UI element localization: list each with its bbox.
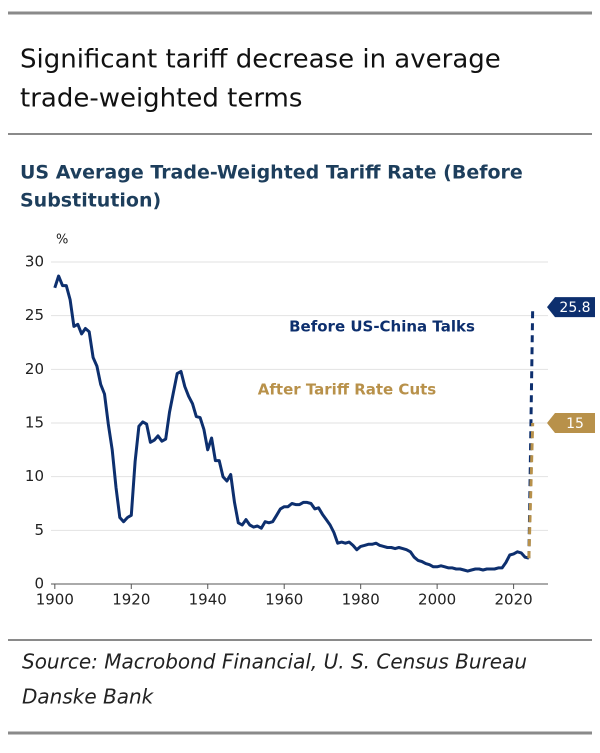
value-label-box bbox=[547, 297, 595, 318]
chart-title: US Average Trade-Weighted Tariff Rate (B… bbox=[20, 162, 523, 184]
page-title: trade-weighted terms bbox=[20, 84, 302, 114]
y-tick-label: 15 bbox=[25, 414, 44, 432]
x-tick-label: 2000 bbox=[418, 591, 456, 609]
chart-title: Substitution) bbox=[20, 190, 161, 212]
page-title: Significant tariff decrease in average bbox=[20, 45, 501, 75]
source: Source: Macrobond Financial, U. S. Censu… bbox=[22, 650, 527, 674]
y-tick-label: 25 bbox=[25, 306, 44, 324]
annotation: After Tariff Rate Cuts bbox=[258, 381, 437, 399]
value-label-box bbox=[547, 413, 595, 433]
x-tick-label: 1940 bbox=[189, 591, 227, 609]
y-tick-label: 30 bbox=[25, 253, 44, 271]
x-tick-label: 1980 bbox=[342, 591, 380, 609]
y-unit: % bbox=[56, 233, 68, 248]
y-tick-label: 5 bbox=[34, 521, 44, 539]
series-line bbox=[527, 422, 535, 559]
y-tick-label: 10 bbox=[25, 467, 44, 485]
x-tick-label: 1920 bbox=[112, 591, 150, 609]
series-line bbox=[53, 274, 530, 573]
x-tick-label: 1960 bbox=[265, 591, 303, 609]
source: Danske Bank bbox=[22, 685, 155, 709]
value-label: 25.8 bbox=[559, 300, 590, 316]
y-tick-label: 20 bbox=[25, 360, 44, 378]
x-tick-label: 2020 bbox=[494, 591, 532, 609]
annotation: Before US-China Talks bbox=[289, 318, 475, 336]
value-label: 15 bbox=[566, 416, 584, 432]
x-tick-label: 1900 bbox=[36, 591, 74, 609]
y-tick-label: 0 bbox=[34, 575, 44, 593]
